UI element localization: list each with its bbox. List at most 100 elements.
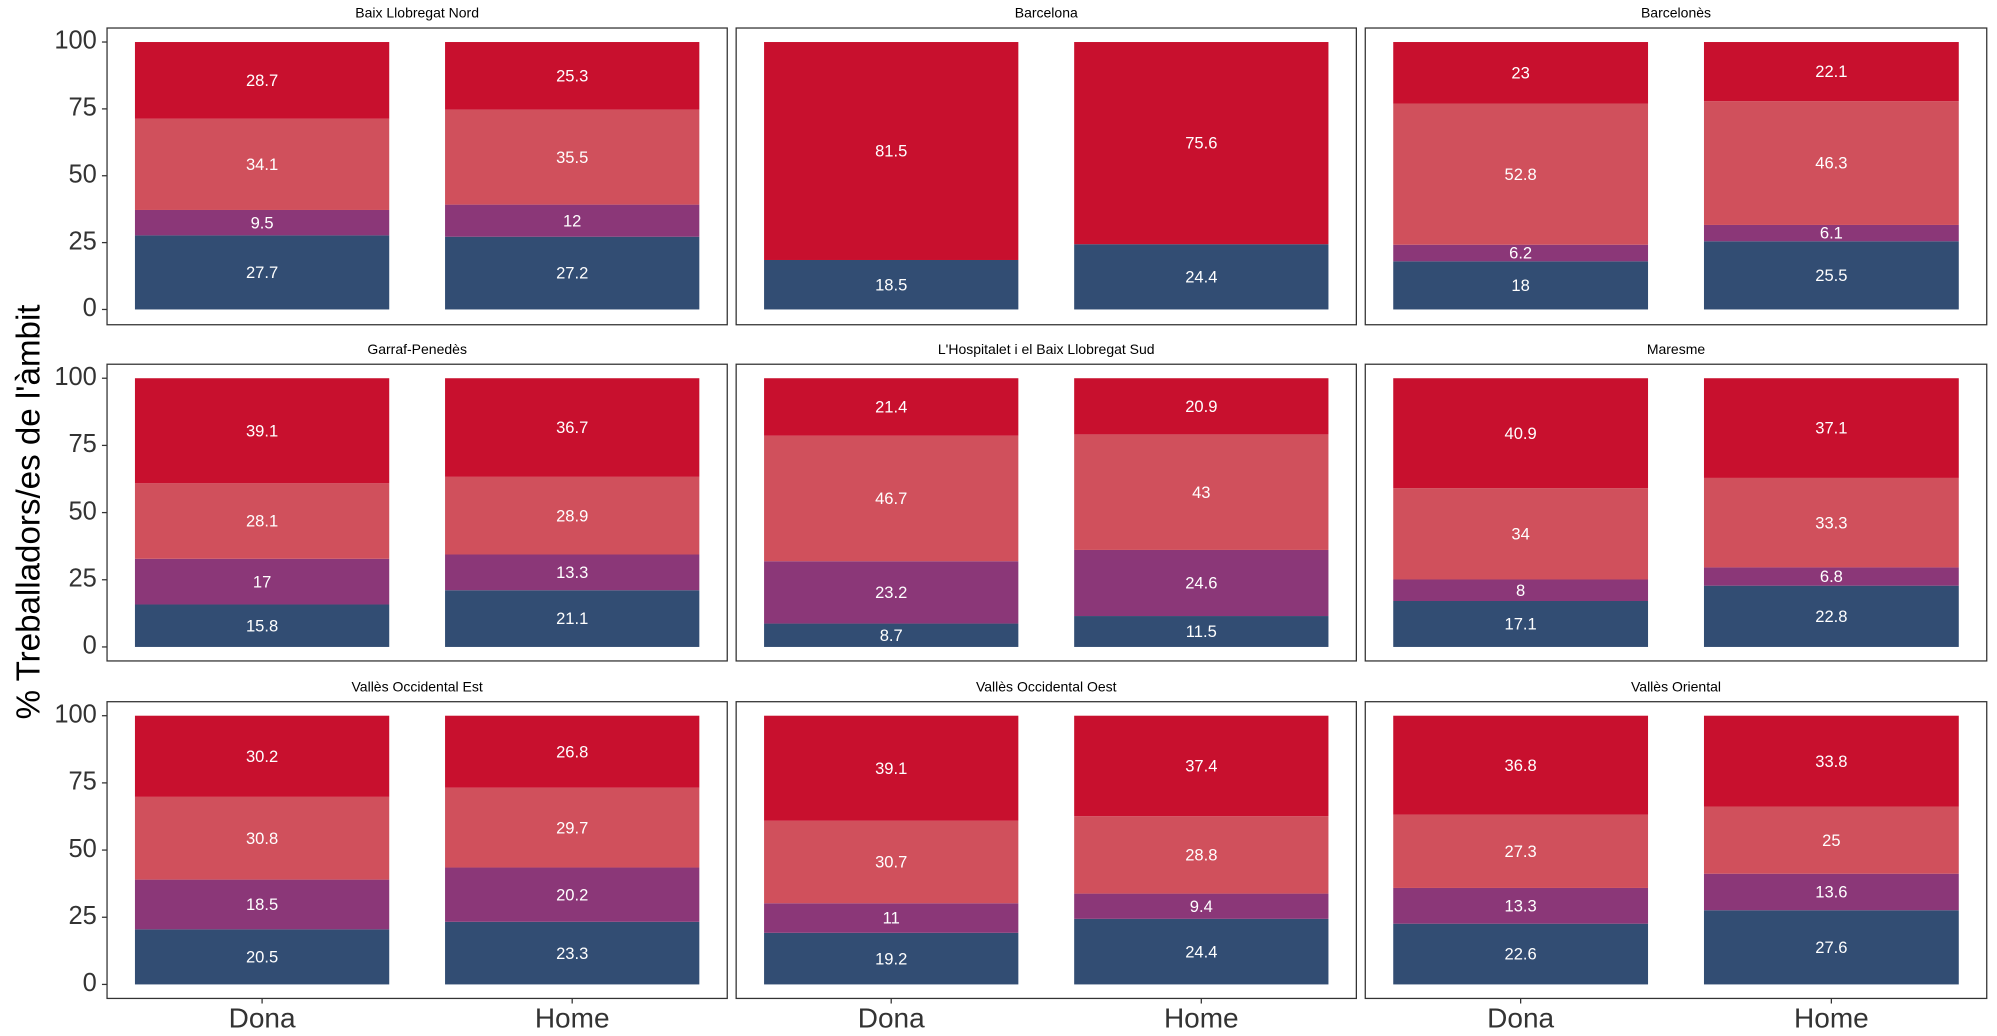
data-label: 21.4 [875, 398, 907, 417]
bar-segment [1703, 715, 1959, 807]
bar-segment [1703, 806, 1959, 874]
data-label: 30.8 [246, 829, 278, 848]
data-label: 27.7 [246, 263, 278, 282]
y-tick-label: 100 [54, 700, 97, 728]
data-label: 43 [1192, 483, 1210, 502]
bar-segment [445, 590, 700, 647]
bar-segment [1393, 488, 1649, 580]
data-label: 35.5 [556, 148, 588, 167]
bar-segment [445, 867, 700, 922]
bar-segment [445, 204, 700, 237]
data-label: 52.8 [1505, 165, 1537, 184]
x-tick-label: Dona [858, 1002, 925, 1033]
y-tick-label: 75 [69, 94, 97, 122]
bar-segment [1393, 923, 1649, 985]
bar-segment [1703, 42, 1959, 102]
data-label: 6.8 [1820, 567, 1843, 586]
panel [735, 27, 1357, 326]
bar-segment [445, 715, 700, 788]
bar-segment [1703, 585, 1959, 647]
bar-segment [1074, 715, 1329, 817]
data-label: 9.5 [251, 213, 274, 232]
data-label: 34 [1511, 524, 1529, 543]
facet-title: L'Hospitalet i el Baix Llobregat Sud [938, 341, 1155, 357]
bar-segment [1393, 814, 1649, 888]
y-tick-label: 100 [54, 363, 97, 391]
bar-segment [1393, 579, 1649, 601]
y-tick-label: 25 [69, 902, 97, 930]
data-label: 37.1 [1815, 419, 1847, 438]
data-label: 28.1 [246, 512, 278, 531]
facet-title: Barcelona [1015, 5, 1078, 21]
data-label: 24.4 [1185, 942, 1217, 961]
data-label: 8 [1516, 581, 1525, 600]
data-label: 28.7 [246, 71, 278, 90]
bar-segment [445, 921, 700, 985]
bar-segment [1074, 244, 1329, 310]
data-label: 39.1 [246, 421, 278, 440]
bar-segment [445, 554, 700, 591]
data-label: 13.3 [1505, 896, 1537, 915]
data-label: 6.1 [1820, 224, 1843, 243]
data-label: 18.5 [875, 275, 907, 294]
y-tick-label: 25 [69, 227, 97, 255]
data-label: 26.8 [556, 742, 588, 761]
data-label: 37.4 [1185, 757, 1217, 776]
y-tick-label: 75 [69, 768, 97, 796]
data-label: 29.7 [556, 818, 588, 837]
data-label: 46.7 [875, 489, 907, 508]
data-label: 13.3 [556, 563, 588, 582]
data-label: 20.2 [556, 885, 588, 904]
x-tick-label: Dona [229, 1002, 296, 1033]
bar-segment [445, 42, 700, 110]
bar-segment [764, 561, 1019, 624]
bar-segment [134, 235, 390, 310]
bar-segment [764, 259, 1019, 310]
bar-segment [1074, 549, 1329, 617]
bar-segment [1703, 910, 1959, 985]
bar-segment [1703, 567, 1959, 586]
panel [1364, 363, 1988, 662]
bar-segment [1074, 816, 1329, 894]
data-label: 21.1 [556, 609, 588, 628]
data-label: 18 [1511, 276, 1529, 295]
data-label: 22.8 [1815, 607, 1847, 626]
data-label: 30.2 [246, 747, 278, 766]
bar-segment [134, 604, 390, 647]
data-label: 15.8 [246, 616, 278, 635]
data-label: 36.7 [556, 418, 588, 437]
bar-segment [1393, 887, 1649, 924]
facet-title: Vallès Oriental [1631, 678, 1721, 694]
data-label: 6.2 [1509, 244, 1532, 263]
data-label: 24.4 [1185, 267, 1217, 286]
data-label: 25.3 [556, 67, 588, 86]
bar-segment [1703, 378, 1959, 478]
data-label: 25.5 [1815, 266, 1847, 285]
facet-title: Baix Llobregat Nord [355, 5, 479, 21]
data-label: 27.2 [556, 264, 588, 283]
data-label: 33.8 [1815, 752, 1847, 771]
bar-segment [1074, 434, 1329, 550]
panel [735, 701, 1357, 1000]
data-label: 20.5 [246, 948, 278, 967]
data-label: 8.7 [880, 626, 903, 645]
facet-title: Garraf-Penedès [367, 341, 467, 357]
data-label: 39.1 [875, 759, 907, 778]
bar-segment [764, 623, 1019, 647]
data-label: 9.4 [1190, 897, 1213, 916]
data-label: 36.8 [1505, 756, 1537, 775]
bar-segment [764, 715, 1019, 821]
bar-segment [1703, 241, 1959, 310]
data-label: 81.5 [875, 142, 907, 161]
bar-segment [134, 118, 390, 210]
data-label: 23.2 [875, 583, 907, 602]
data-label: 28.8 [1185, 846, 1217, 865]
bar-segment [1074, 616, 1329, 647]
y-tick-label: 75 [69, 430, 97, 458]
data-label: 46.3 [1815, 154, 1847, 173]
bar-segment [1703, 224, 1959, 242]
bar-segment [764, 932, 1019, 985]
bar-segment [134, 796, 390, 880]
facet-title: Vallès Occidental Est [352, 678, 483, 694]
panel [1364, 701, 1988, 1000]
